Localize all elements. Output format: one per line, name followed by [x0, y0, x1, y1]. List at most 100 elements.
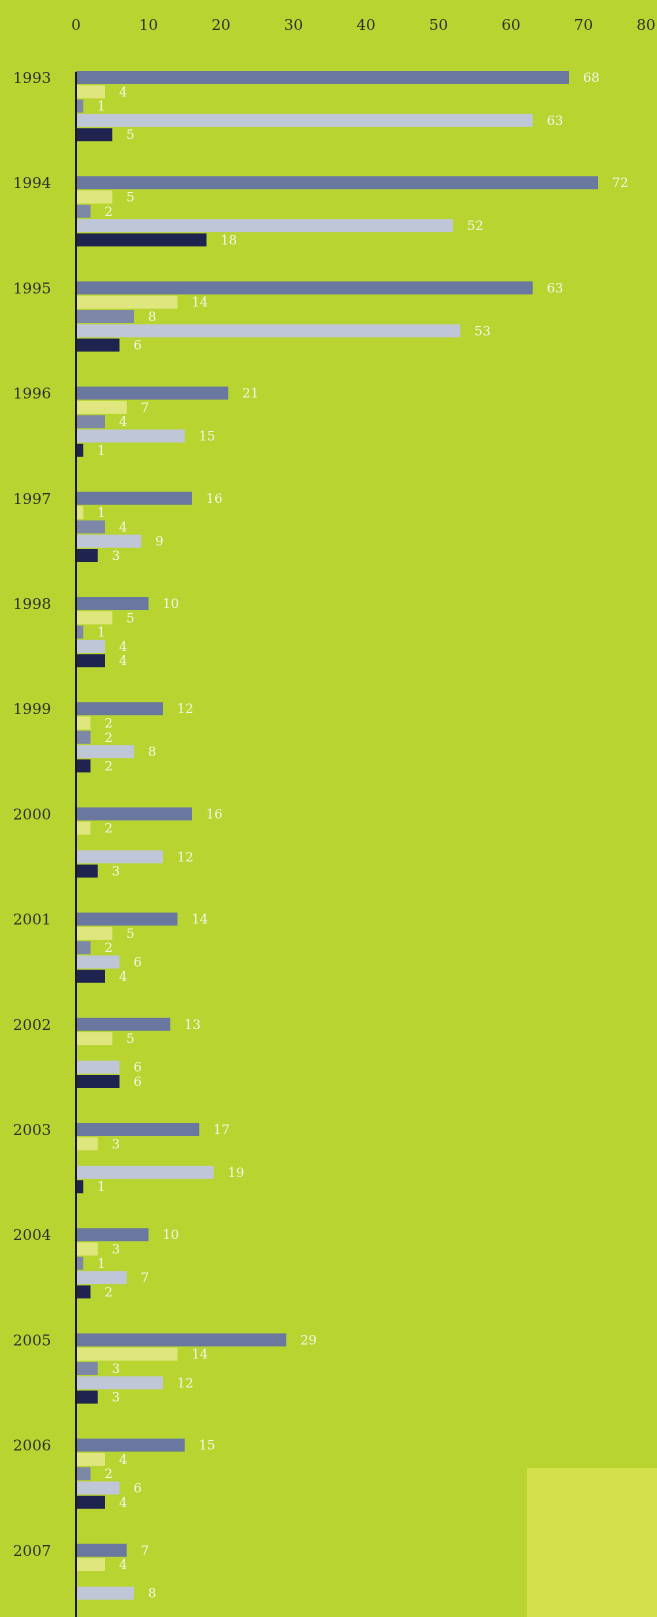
bar: [76, 295, 178, 309]
value-label: 1: [97, 1257, 105, 1272]
value-label: 12: [177, 702, 194, 717]
value-label: 1: [97, 626, 105, 641]
x-tick-label: 70: [574, 16, 593, 34]
bar: [76, 730, 91, 744]
value-label: 3: [112, 1137, 120, 1152]
value-label: 8: [148, 745, 156, 760]
bar: [76, 926, 113, 940]
year-label: 1998: [13, 595, 51, 613]
value-label: 2: [105, 731, 113, 746]
value-label: 3: [112, 1362, 120, 1377]
bar: [76, 1165, 214, 1179]
value-label: 4: [119, 970, 127, 985]
bar: [76, 324, 461, 338]
bar: [76, 1180, 84, 1194]
value-label: 3: [112, 549, 120, 564]
value-label: 1: [97, 444, 105, 459]
bar: [76, 1452, 105, 1466]
value-label: 63: [547, 281, 564, 296]
x-tick-label: 50: [429, 16, 448, 34]
value-label: 13: [184, 1018, 201, 1033]
bar: [76, 176, 598, 190]
bar: [76, 429, 185, 443]
x-tick-label: 60: [501, 16, 520, 34]
value-label: 7: [141, 1271, 149, 1286]
value-label: 10: [163, 597, 180, 612]
year-label: 1993: [13, 69, 51, 87]
value-label: 17: [213, 1123, 230, 1138]
year-label: 1997: [13, 490, 51, 508]
bar: [76, 1586, 134, 1600]
value-label: 14: [192, 913, 209, 928]
value-label: 14: [192, 296, 209, 311]
value-label: 5: [126, 191, 134, 206]
bar: [76, 113, 533, 127]
bar: [76, 1438, 185, 1452]
bar: [76, 1271, 127, 1285]
bar: [76, 233, 207, 247]
bar: [76, 1137, 98, 1151]
bar: [76, 1285, 91, 1299]
bar: [76, 1228, 149, 1242]
value-label: 15: [199, 430, 216, 445]
bar: [76, 611, 113, 625]
x-tick-label: 10: [139, 16, 158, 34]
year-label: 1995: [13, 279, 51, 297]
bar: [76, 1558, 105, 1572]
corner-panel: [527, 1468, 657, 1617]
x-tick-label: 40: [356, 16, 375, 34]
value-label: 6: [134, 956, 142, 971]
value-label: 16: [206, 807, 223, 822]
value-label: 1: [97, 100, 105, 115]
value-label: 14: [192, 1348, 209, 1363]
bar: [76, 745, 134, 759]
value-label: 4: [119, 415, 127, 430]
bar: [76, 702, 163, 716]
bar: [76, 219, 453, 233]
value-label: 4: [119, 520, 127, 535]
value-label: 16: [206, 492, 223, 507]
bar: [76, 1543, 127, 1557]
value-label: 6: [134, 1075, 142, 1090]
value-label: 6: [134, 339, 142, 354]
bar: [76, 310, 134, 323]
value-label: 52: [467, 219, 484, 234]
year-label: 2004: [13, 1226, 51, 1244]
year-label: 2006: [13, 1437, 51, 1455]
x-tick-label: 80: [636, 16, 655, 34]
value-label: 21: [242, 387, 259, 402]
value-label: 18: [221, 233, 238, 248]
value-label: 1: [97, 506, 105, 521]
value-label: 10: [163, 1228, 180, 1243]
value-label: 2: [105, 822, 113, 837]
value-label: 12: [177, 850, 194, 865]
value-label: 4: [119, 654, 127, 669]
bar: [76, 386, 229, 400]
value-label: 2: [105, 717, 113, 732]
bar: [76, 969, 105, 983]
value-label: 2: [105, 1285, 113, 1300]
value-label: 5: [126, 611, 134, 626]
bar: [76, 128, 113, 142]
bar: [76, 1467, 91, 1481]
value-label: 8: [148, 310, 156, 325]
bar: [76, 1123, 200, 1136]
bar: [76, 639, 105, 653]
bar: [76, 864, 98, 878]
year-label: 2003: [13, 1121, 51, 1139]
bar: [76, 1333, 287, 1347]
bar: [76, 281, 533, 295]
bar: [76, 71, 569, 84]
year-label: 2005: [13, 1331, 51, 1349]
bar: [76, 1017, 171, 1031]
bar: [76, 941, 91, 955]
bar: [76, 821, 91, 835]
year-label: 2002: [13, 1016, 51, 1034]
value-label: 3: [112, 1391, 120, 1406]
value-label: 2: [105, 1467, 113, 1482]
bar: [76, 759, 91, 773]
value-label: 4: [119, 85, 127, 100]
value-label: 6: [134, 1482, 142, 1497]
